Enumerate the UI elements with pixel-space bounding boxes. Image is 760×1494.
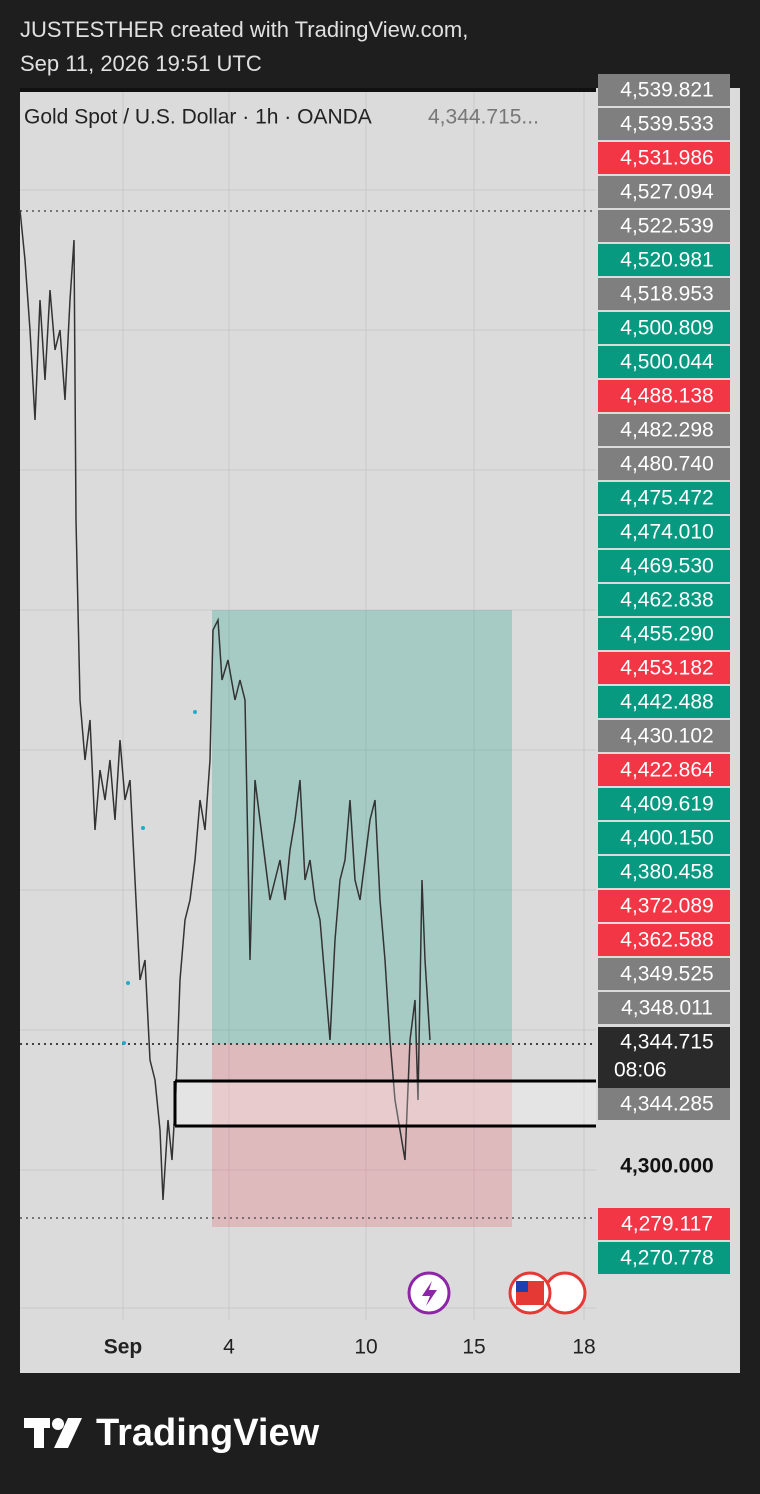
- top-border: [20, 88, 596, 92]
- price-label: 4,453.182: [620, 657, 713, 680]
- legend-symbol: Gold Spot / U.S. Dollar · 1h · OANDA: [24, 106, 372, 129]
- legend-price: 4,344.715...: [428, 106, 539, 129]
- price-label: 4,522.539: [620, 215, 713, 238]
- price-tag: [598, 992, 730, 1024]
- price-tag: [598, 210, 730, 242]
- price-tag: [598, 550, 730, 582]
- price-tag: [598, 448, 730, 480]
- x-tick-label: Sep: [104, 1336, 143, 1359]
- price-label: 4,480.740: [620, 453, 713, 476]
- price-tag: [598, 652, 730, 684]
- price-tag: [598, 380, 730, 412]
- price-tag: [598, 686, 730, 718]
- price-tag: [598, 74, 730, 106]
- price-label: 4,300.000: [620, 1155, 713, 1178]
- price-label: 4,362.588: [620, 929, 713, 952]
- logo-mark: [24, 1418, 82, 1448]
- countdown: 08:06: [614, 1059, 667, 1082]
- price-label: 4,430.102: [620, 725, 713, 748]
- profit-zone: [212, 610, 512, 1044]
- x-tick-label: 4: [223, 1336, 235, 1359]
- price-tag: [598, 108, 730, 140]
- price-tag: [598, 584, 730, 616]
- marker-dot: [141, 826, 145, 830]
- price-label: 4,539.821: [620, 79, 713, 102]
- price-tag: [598, 346, 730, 378]
- price-label: 4,474.010: [620, 521, 713, 544]
- grid: [20, 92, 596, 1320]
- price-label: 4,348.011: [621, 997, 713, 1020]
- price-label: 4,442.488: [620, 691, 713, 714]
- price-label: 4,469.530: [620, 555, 713, 578]
- price-label: 4,270.778: [620, 1247, 713, 1270]
- price-tag: [598, 414, 730, 446]
- price-tag: [598, 720, 730, 752]
- price-label: 4,482.298: [620, 419, 713, 442]
- price-tag: [598, 482, 730, 514]
- price-label: 4,344.285: [620, 1093, 713, 1116]
- marker-dot: [126, 981, 130, 985]
- price-tag: [598, 142, 730, 174]
- price-tag: [598, 958, 730, 990]
- price-label: 4,380.458: [620, 861, 713, 884]
- price-label: 4,400.150: [620, 827, 713, 850]
- loss-zone: [212, 1044, 512, 1227]
- price-label: 4,520.981: [620, 249, 713, 272]
- price-label: 4,409.619: [620, 793, 713, 816]
- price-label: 4,527.094: [620, 181, 714, 204]
- price-label: 4,500.809: [620, 317, 713, 340]
- date-line: Sep 11, 2026 19:51 UTC: [20, 51, 262, 76]
- author-line: JUSTESTHER created with TradingView.com,: [20, 17, 468, 42]
- dotted-lines: [20, 210, 596, 1219]
- marker-dot: [122, 1041, 126, 1045]
- price-tag: [598, 618, 730, 650]
- x-tick-label: 18: [572, 1336, 595, 1359]
- price-label: 4,531.986: [620, 147, 713, 170]
- lightning: [422, 1281, 437, 1306]
- price-label: 4,539.533: [620, 113, 713, 136]
- price-tag: [598, 516, 730, 548]
- price-label: 4,518.953: [620, 283, 713, 306]
- price-tag: [598, 924, 730, 956]
- price-label: 4,455.290: [620, 623, 713, 646]
- price-tag: [598, 1208, 730, 1240]
- x-axis: [20, 1320, 596, 1372]
- price-label: 4,462.838: [620, 589, 713, 612]
- price-label: 4,279.117: [621, 1213, 713, 1236]
- price-tag: [598, 856, 730, 888]
- price-tag: [598, 890, 730, 922]
- price-tag: [598, 822, 730, 854]
- price-tag: [598, 176, 730, 208]
- price-tag: [598, 244, 730, 276]
- price-tag: [598, 788, 730, 820]
- price-label: 4,488.138: [620, 385, 713, 408]
- price-label: 4,475.472: [620, 487, 713, 510]
- x-tick-label: 15: [462, 1336, 485, 1359]
- current-price-tag: [598, 1027, 730, 1088]
- price-tag: [598, 312, 730, 344]
- price-tag: [598, 278, 730, 310]
- price-label: 4,422.864: [620, 759, 714, 782]
- logo-text: TradingView: [96, 1412, 320, 1454]
- x-tick-label: 10: [354, 1336, 377, 1359]
- price-label: 4,372.089: [620, 895, 713, 918]
- price-tag: [598, 1088, 730, 1120]
- marker-dot: [193, 710, 197, 714]
- price-tag: [598, 754, 730, 786]
- price-label: 4,349.525: [620, 963, 713, 986]
- price-label: 4,500.044: [620, 351, 714, 374]
- price-scale: 4,539.821 4,539.533 4,531.986 4,527.094 4,52…: [598, 74, 730, 1274]
- range-box: [175, 1081, 596, 1126]
- price-line: [19, 209, 431, 1201]
- current-price: 4,344.715: [620, 1031, 713, 1054]
- flag-canton: [516, 1281, 528, 1292]
- price-tag: [598, 1242, 730, 1274]
